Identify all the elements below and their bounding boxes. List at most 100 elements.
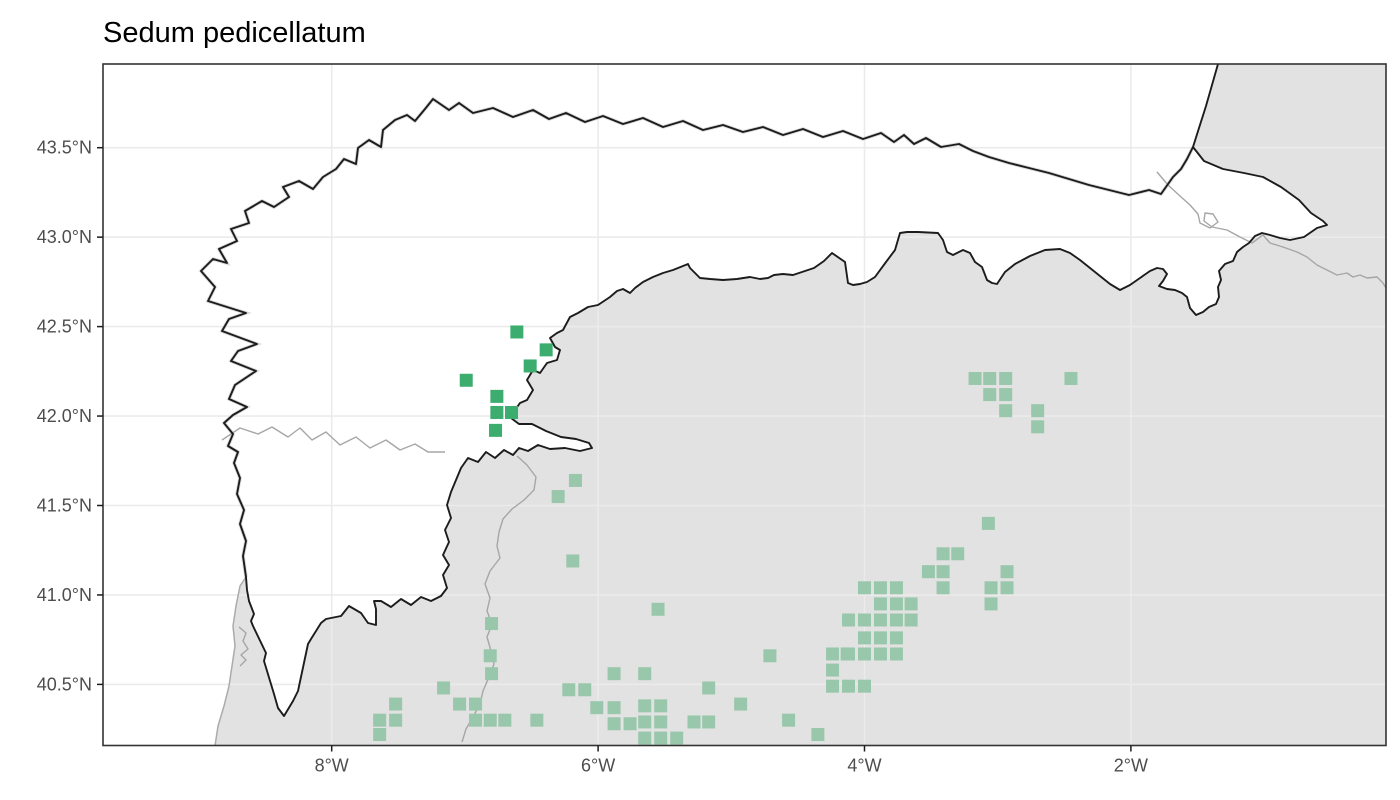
occurrence-point-occurrences-historic xyxy=(437,681,451,695)
x-axis-label: 6°W xyxy=(581,756,615,776)
occurrence-point-occurrences-historic xyxy=(638,667,652,681)
y-axis-label: 41.0°N xyxy=(37,585,92,605)
occurrence-point-occurrences-historic xyxy=(551,490,565,504)
occurrence-point-occurrences-historic xyxy=(389,697,403,711)
occurrence-point-occurrences-historic xyxy=(858,631,871,645)
occurrence-point-occurrences-historic xyxy=(734,697,748,711)
occurrence-point-occurrences-historic xyxy=(873,613,887,627)
occurrence-point-occurrences-recent xyxy=(490,389,504,403)
study-region-fill xyxy=(201,99,1327,716)
occurrence-point-occurrences-historic xyxy=(842,679,856,693)
occurrence-point-occurrences-historic xyxy=(590,701,604,715)
occurrence-point-occurrences-historic xyxy=(858,679,871,693)
occurrence-point-occurrences-historic xyxy=(983,388,997,402)
occurrence-point-occurrences-historic xyxy=(651,602,665,616)
occurrence-point-occurrences-historic xyxy=(921,565,935,579)
province-boundary-line xyxy=(221,426,445,453)
boundary-lines-layer xyxy=(198,64,1386,746)
occurrence-point-occurrences-historic xyxy=(607,701,621,715)
occurrence-point-occurrences-historic xyxy=(483,649,497,663)
map-panel-border xyxy=(102,63,1387,747)
occurrence-point-occurrences-historic xyxy=(373,713,387,727)
south-portugal-coastline xyxy=(214,576,247,746)
occurrence-point-occurrences-historic xyxy=(873,631,887,645)
occurrence-point-occurrences-recent xyxy=(459,373,473,387)
occurrence-point-occurrences-historic xyxy=(889,597,903,611)
occurrence-point-occurrences-historic xyxy=(858,613,871,627)
occurrence-point-occurrences-historic xyxy=(889,581,903,595)
occurrence-point-occurrences-recent xyxy=(490,405,504,419)
occurrence-point-occurrences-historic xyxy=(638,715,652,729)
occurrence-point-occurrences-historic xyxy=(873,647,887,661)
occurrence-point-occurrences-historic xyxy=(889,613,903,627)
occurrence-point-occurrences-historic xyxy=(999,404,1013,418)
occurrence-point-occurrences-historic xyxy=(485,617,499,631)
occurrence-point-occurrences-historic xyxy=(951,547,965,561)
occurrence-point-occurrences-historic xyxy=(654,699,668,713)
occurrence-point-occurrences-historic xyxy=(469,697,483,711)
axis-tick-labels: 8°W 6°W 4°W 2°W 43.5°N 43.0°N 42.5°N 42.0°N 41.5… xyxy=(37,138,1148,776)
land-fill-layer xyxy=(201,64,1386,746)
occurrence-point-occurrences-historic xyxy=(999,388,1013,402)
occurrence-point-occurrences-historic xyxy=(873,597,887,611)
occurrence-point-occurrences-historic xyxy=(373,727,387,741)
occurrence-point-occurrences-historic xyxy=(623,717,637,731)
occurrence-point-occurrences-historic xyxy=(826,647,840,661)
occurrence-point-occurrences-recent xyxy=(510,325,524,339)
study-region-outline xyxy=(200,98,1328,717)
occurrence-point-occurrences-historic xyxy=(968,371,982,385)
province-boundary-line xyxy=(238,626,249,667)
occurrence-point-occurrences-historic xyxy=(687,715,701,729)
occurrence-point-occurrences-historic xyxy=(826,679,840,693)
occurrence-point-occurrences-historic xyxy=(842,613,856,627)
x-axis-label: 4°W xyxy=(847,756,881,776)
y-axis-label: 42.0°N xyxy=(37,406,92,426)
province-boundary-line xyxy=(1156,171,1386,289)
occurrence-point-occurrences-historic xyxy=(873,581,887,595)
x-axis-label: 8°W xyxy=(315,756,349,776)
occurrence-point-occurrences-historic xyxy=(984,581,998,595)
occurrence-point-occurrences-historic xyxy=(469,713,483,727)
province-boundary-line xyxy=(461,455,537,743)
occurrence-point-occurrences-historic xyxy=(702,715,716,729)
y-axis-label: 40.5°N xyxy=(37,674,92,694)
occurrence-point-occurrences-recent xyxy=(489,423,503,437)
occurrence-point-occurrences-historic xyxy=(981,516,995,530)
x-axis-label: 2°W xyxy=(1114,756,1148,776)
occurrence-point-occurrences-historic xyxy=(984,597,998,611)
occurrence-point-occurrences-historic xyxy=(889,631,903,645)
y-axis-label: 43.5°N xyxy=(37,138,92,158)
occurrence-point-occurrences-historic xyxy=(578,683,592,697)
occurrence-point-occurrences-historic xyxy=(485,667,499,681)
occurrence-point-occurrences-historic xyxy=(453,697,467,711)
occurrence-point-occurrences-historic xyxy=(498,713,512,727)
occurrence-point-occurrences-historic xyxy=(936,581,950,595)
occurrence-point-occurrences-recent xyxy=(539,343,553,357)
occurrence-point-occurrences-historic xyxy=(483,713,497,727)
occurrence-point-occurrences-recent xyxy=(523,359,537,373)
occurrence-point-occurrences-historic xyxy=(670,731,684,745)
occurrence-point-occurrences-historic xyxy=(904,597,918,611)
occurrence-point-occurrences-historic xyxy=(1031,420,1045,434)
occurrence-point-occurrences-historic xyxy=(389,713,403,727)
occurrence-point-occurrences-historic xyxy=(842,647,856,661)
occurrence-point-occurrences-historic xyxy=(654,715,668,729)
occurrence-point-occurrences-historic xyxy=(638,731,652,745)
occurrence-point-occurrences-historic xyxy=(568,473,582,487)
page-title: Sedum pedicellatum xyxy=(103,17,366,49)
occurrence-point-occurrences-historic xyxy=(1000,581,1014,595)
y-axis-label: 43.0°N xyxy=(37,227,92,247)
occurrence-point-occurrences-historic xyxy=(607,717,621,731)
y-axis-label: 41.5°N xyxy=(37,496,92,516)
occurrence-point-occurrences-historic xyxy=(782,713,796,727)
occurrence-point-occurrences-recent xyxy=(505,405,519,419)
france-coastline xyxy=(1192,64,1219,148)
occurrence-point-occurrences-historic xyxy=(702,681,716,695)
occurrence-point-occurrences-historic xyxy=(638,699,652,713)
axis-tick-marks xyxy=(97,146,1132,752)
occurrence-point-occurrences-historic xyxy=(1064,371,1078,385)
occurrence-point-occurrences-historic xyxy=(936,565,950,579)
occurrence-point-occurrences-historic xyxy=(858,647,871,661)
